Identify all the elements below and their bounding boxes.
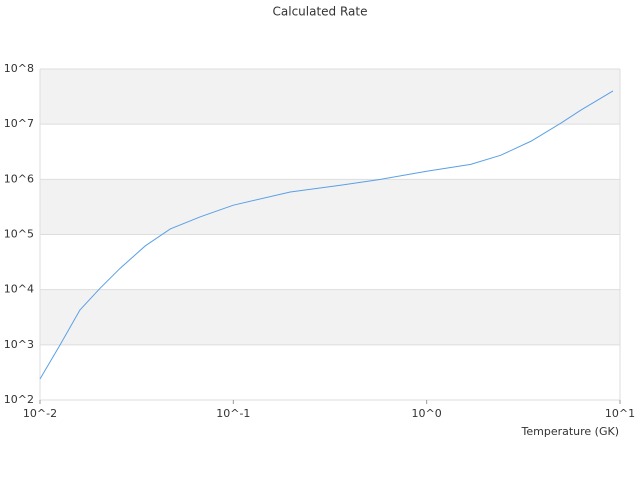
chart-title: Calculated Rate [273,5,368,19]
y-tick-label: 10^2 [4,393,34,406]
x-tick-label: 10^0 [412,407,442,420]
x-tick-label: 10^-2 [23,407,57,420]
x-axis-label: Temperature (GK) [521,425,620,438]
grid-band [40,289,620,345]
x-tick-label: 10^1 [605,407,635,420]
y-tick-label: 10^8 [4,62,34,75]
line [39,90,614,380]
y-tick-label: 10^4 [4,283,34,296]
x-tick-label: 10^-1 [216,407,250,420]
grid-band [40,69,620,125]
y-tick-label: 10^5 [4,228,34,241]
grid-band [40,179,620,235]
y-tick-label: 10^6 [4,172,34,185]
y-tick-label: 10^7 [4,117,34,130]
y-tick-label: 10^3 [4,338,34,351]
